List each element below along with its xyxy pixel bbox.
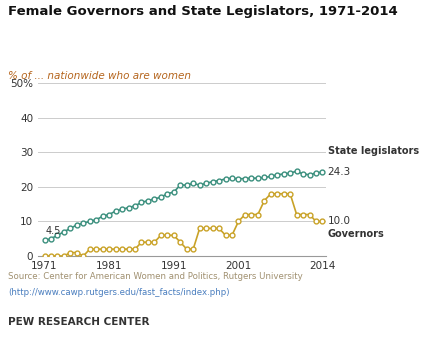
Text: Governors: Governors	[328, 229, 385, 238]
Text: PEW RESEARCH CENTER: PEW RESEARCH CENTER	[8, 317, 150, 327]
Text: Female Governors and State Legislators, 1971-2014: Female Governors and State Legislators, …	[8, 5, 398, 18]
Text: 10.0: 10.0	[328, 217, 351, 226]
Text: % of ... nationwide who are women: % of ... nationwide who are women	[8, 71, 192, 81]
Text: State legislators: State legislators	[328, 146, 419, 155]
Text: 4.5: 4.5	[46, 226, 61, 236]
Text: (http://www.cawp.rutgers.edu/fast_facts/index.php): (http://www.cawp.rutgers.edu/fast_facts/…	[8, 288, 230, 297]
Text: Source: Center for American Women and Politics, Rutgers University: Source: Center for American Women and Po…	[8, 272, 303, 281]
Text: 24.3: 24.3	[328, 167, 351, 177]
